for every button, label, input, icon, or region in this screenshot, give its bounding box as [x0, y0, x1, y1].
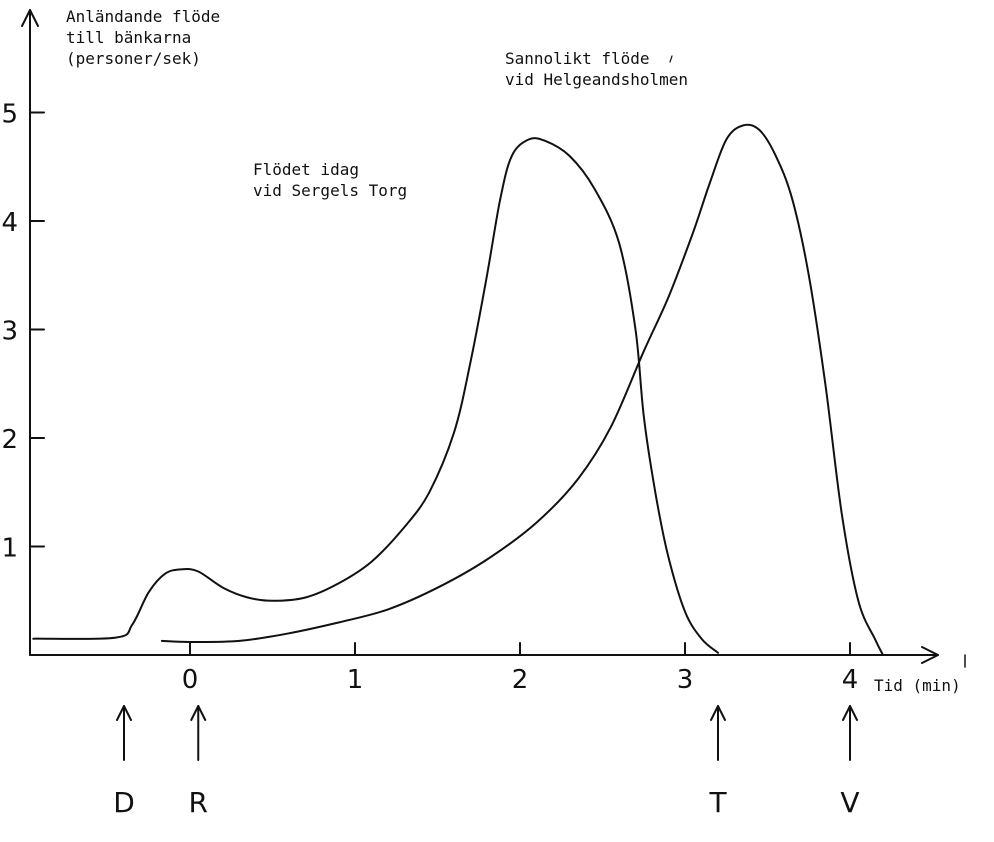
y-tick-label: 3 — [1, 317, 18, 347]
y-axis-label-line: (personer/sek) — [66, 49, 201, 68]
y-tick-label: 4 — [1, 208, 18, 238]
series-annotation-line: Flödet idag — [253, 160, 359, 179]
axes: 1 2 3 4 5 0 1 2 3 4 — [1, 9, 966, 695]
marker-arrow-head — [710, 705, 726, 721]
x-tick-label: 2 — [512, 665, 529, 695]
y-axis-arrow — [21, 9, 39, 27]
x-tick-label: 0 — [182, 665, 199, 695]
x-tick-label: 4 — [842, 665, 859, 695]
marker-label: D — [113, 786, 135, 819]
series-group — [32, 123, 884, 656]
series-line-helgeandsholmen — [160, 123, 884, 656]
marker-label: T — [708, 786, 727, 819]
marker-arrow-head — [842, 705, 858, 721]
series-line-sergels-torg — [32, 137, 719, 654]
y-tick-label: 1 — [1, 534, 18, 564]
x-axis-arrow — [921, 646, 939, 664]
marker-arrow-head — [116, 705, 132, 721]
series-annotation-line: Sannolikt flöde — [505, 49, 650, 68]
y-axis-label-line: Anländande flöde — [66, 7, 220, 26]
y-axis-label-line: till bänkarna — [66, 28, 191, 47]
marker-arrow-head — [190, 705, 207, 721]
marker-label: R — [189, 786, 208, 819]
labels-group: Anländande flöde till bänkarna (personer/s… — [66, 7, 961, 695]
x-axis-label: Tid (min) — [874, 676, 961, 695]
y-tick-label: 2 — [1, 425, 18, 455]
stray-mark — [669, 55, 673, 63]
y-tick-label: 5 — [1, 100, 18, 130]
x-tick-label: 3 — [677, 665, 694, 695]
marker-label: V — [840, 786, 859, 819]
x-tick-label: 1 — [347, 665, 364, 695]
series-annotation-line: vid Sergels Torg — [253, 181, 407, 200]
series-annotation-line: vid Helgeandsholmen — [505, 70, 688, 89]
